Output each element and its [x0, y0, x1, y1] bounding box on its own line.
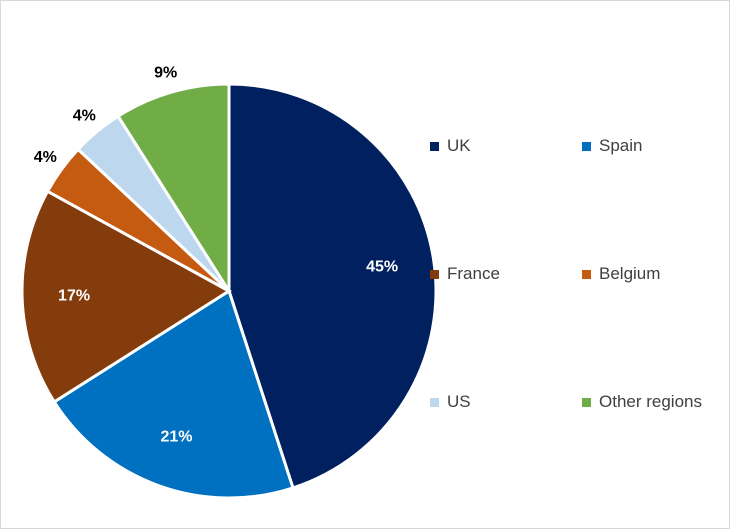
data-label-belgium: 4% [34, 149, 57, 166]
legend-swatch-spain [582, 141, 591, 151]
legend-label-other-regions: Other regions [599, 392, 702, 411]
legend-label-france: France [447, 264, 500, 283]
legend-item-france: France [430, 264, 500, 284]
legend-label-belgium: Belgium [599, 264, 661, 283]
legend: UK Spain France Belgium US Other regions [426, 128, 726, 428]
legend-item-uk: UK [430, 136, 471, 156]
legend-item-other-regions: Other regions [582, 392, 702, 412]
legend-label-us: US [447, 392, 471, 411]
legend-swatch-france [430, 269, 439, 279]
data-label-other-regions: 9% [154, 65, 177, 82]
legend-item-spain: Spain [582, 136, 642, 156]
legend-swatch-us [430, 397, 439, 407]
legend-item-belgium: Belgium [582, 264, 660, 284]
legend-item-us: US [430, 392, 471, 412]
legend-label-spain: Spain [599, 136, 643, 155]
data-label-us: 4% [73, 108, 96, 125]
legend-label-uk: UK [447, 136, 471, 155]
legend-swatch-uk [430, 141, 439, 151]
legend-swatch-other-regions [582, 397, 591, 407]
pie-slice-france [20, 189, 232, 404]
pie-slice-other-regions [116, 82, 231, 297]
pie-slice-uk [227, 82, 438, 490]
data-label-uk: 45% [366, 258, 398, 275]
data-label-france: 17% [58, 287, 90, 304]
pie-slice-spain [52, 288, 295, 500]
legend-swatch-belgium [582, 269, 591, 279]
data-label-spain: 21% [160, 428, 192, 445]
